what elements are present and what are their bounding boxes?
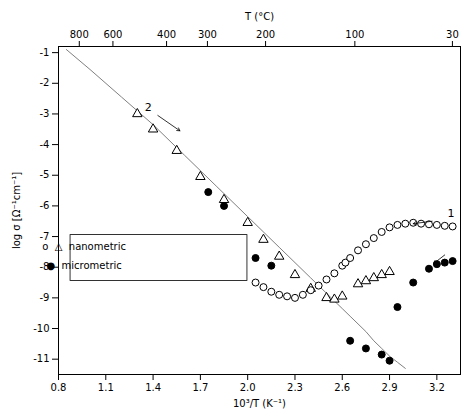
svg-text:T (°C): T (°C) [244, 11, 274, 22]
svg-text:800: 800 [70, 29, 89, 40]
svg-text:2.0: 2.0 [240, 382, 256, 393]
svg-text:-5: -5 [40, 169, 50, 180]
svg-text:2.9: 2.9 [382, 382, 398, 393]
svg-text:-8: -8 [39, 261, 50, 273]
svg-text:30: 30 [446, 29, 459, 40]
svg-text:-6: -6 [40, 200, 50, 211]
svg-text:600: 600 [103, 29, 122, 40]
svg-text:400: 400 [157, 29, 176, 40]
svg-text:1: 1 [448, 207, 455, 220]
svg-text:1.4: 1.4 [145, 382, 161, 393]
svg-text:-4: -4 [40, 139, 50, 150]
svg-text:log σ [Ω⁻¹cm⁻¹]: log σ [Ω⁻¹cm⁻¹] [11, 172, 22, 249]
svg-text:-1: -1 [40, 47, 50, 58]
svg-text:-3: -3 [40, 108, 50, 119]
svg-text:-7: -7 [39, 230, 50, 242]
svg-text:10³/T (K⁻¹): 10³/T (K⁻¹) [233, 398, 286, 409]
svg-text:-9: -9 [40, 292, 50, 303]
svg-text:1.7: 1.7 [192, 382, 208, 393]
svg-text:2.3: 2.3 [287, 382, 303, 393]
svg-text:2.6: 2.6 [334, 382, 350, 393]
svg-text:3.2: 3.2 [429, 382, 445, 393]
svg-text:2: 2 [145, 101, 152, 114]
svg-text:200: 200 [256, 29, 275, 40]
svg-text:100: 100 [345, 29, 364, 40]
svg-text:o △ nanometric: o △ nanometric [42, 241, 126, 252]
svg-text:0.8: 0.8 [51, 382, 67, 393]
svg-text:-11: -11 [33, 353, 49, 364]
svg-text:300: 300 [198, 29, 217, 40]
svg-text:-10: -10 [33, 323, 49, 334]
svg-text:-2: -2 [40, 77, 50, 88]
svg-text:● micrometric: ● micrometric [46, 260, 121, 271]
svg-text:1.1: 1.1 [98, 382, 114, 393]
